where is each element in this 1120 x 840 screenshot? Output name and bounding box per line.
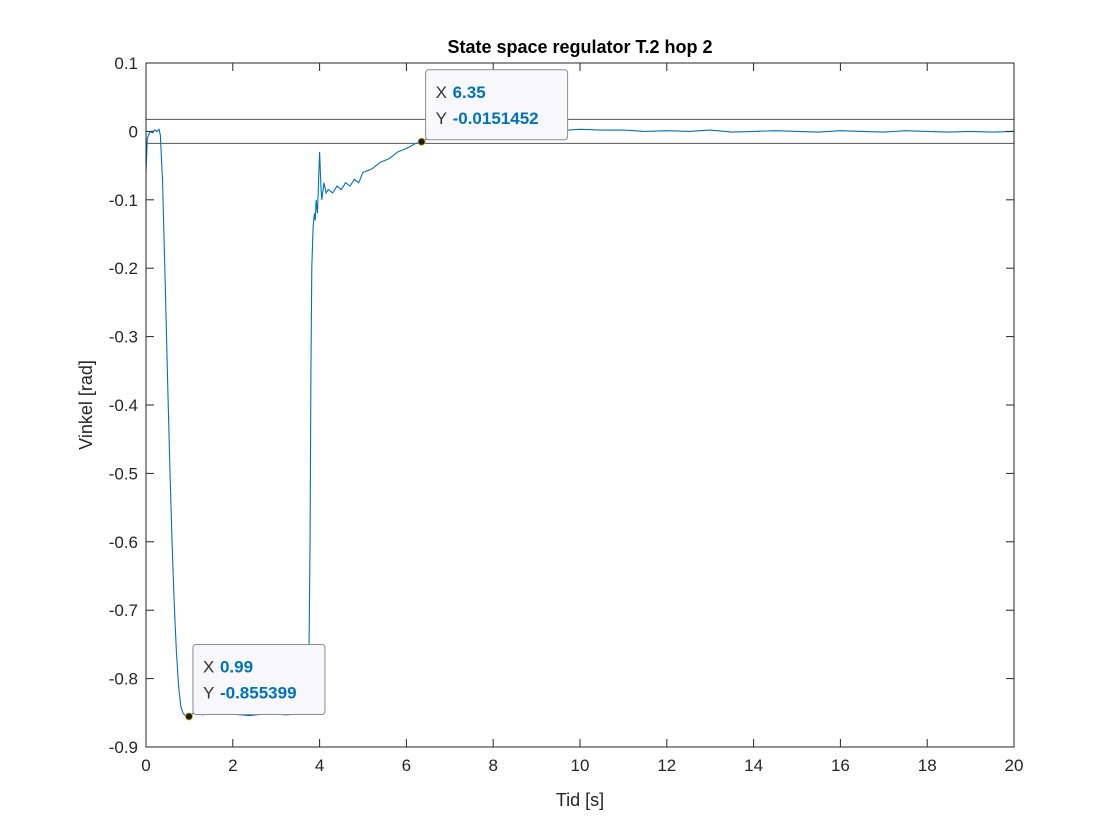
datatip-x-label: X xyxy=(203,657,214,676)
y-tick-label: 0.1 xyxy=(114,54,138,73)
chart-title: State space regulator T.2 hop 2 xyxy=(447,37,712,57)
y-tick-label: -0.2 xyxy=(109,259,138,278)
datatip-y-label: Y xyxy=(436,109,447,128)
x-tick-label: 18 xyxy=(918,756,937,775)
datatip-box xyxy=(425,69,569,141)
y-tick-label: 0 xyxy=(129,122,138,141)
datatip[interactable]: X 0.99 Y -0.855399 xyxy=(185,643,326,721)
series-line[interactable] xyxy=(146,127,1014,717)
x-axis-label: Tid [s] xyxy=(556,790,604,810)
datatip[interactable]: X 6.35 Y -0.0151452 xyxy=(417,69,569,146)
x-tick-label: 6 xyxy=(402,756,411,775)
y-tick-label: -0.9 xyxy=(109,738,138,757)
y-tick-label: -0.6 xyxy=(109,533,138,552)
datatip-x-value: 0.99 xyxy=(220,657,253,676)
x-tick-label: 14 xyxy=(744,756,763,775)
datatip-box xyxy=(192,643,326,715)
x-tick-label: 20 xyxy=(1005,756,1024,775)
x-tick-label: 2 xyxy=(228,756,237,775)
datatip-x-value: 6.35 xyxy=(453,83,486,102)
datatip-x-label: X xyxy=(436,83,447,102)
y-tick-label: -0.7 xyxy=(109,601,138,620)
datatip-marker[interactable] xyxy=(185,712,193,721)
x-tick-label: 4 xyxy=(315,756,324,775)
x-tick-label: 8 xyxy=(488,756,497,775)
axes-background xyxy=(146,63,1014,747)
y-tick-label: -0.4 xyxy=(109,396,138,415)
datatip-y-value: -0.855399 xyxy=(220,683,297,702)
y-tick-label: -0.1 xyxy=(109,191,138,210)
y-axis-label: Vinkel [rad] xyxy=(76,360,96,450)
x-tick-label: 10 xyxy=(571,756,590,775)
x-tick-label: 12 xyxy=(657,756,676,775)
y-tick-label: -0.8 xyxy=(109,670,138,689)
plot-area[interactable]: 0 2 4 6 8 10 12 14 16 18 20 0.1 0 -0.1 -0.2 -0.3 -0.4 -0.… xyxy=(109,54,1024,775)
x-tick-label: 0 xyxy=(141,756,150,775)
datatip-marker[interactable] xyxy=(417,137,426,146)
datatip-y-value: -0.0151452 xyxy=(453,109,539,128)
datatip-y-label: Y xyxy=(203,683,214,702)
x-tick-label: 16 xyxy=(831,756,850,775)
y-tick-label: -0.5 xyxy=(109,464,138,483)
y-tick-label: -0.3 xyxy=(109,328,138,347)
